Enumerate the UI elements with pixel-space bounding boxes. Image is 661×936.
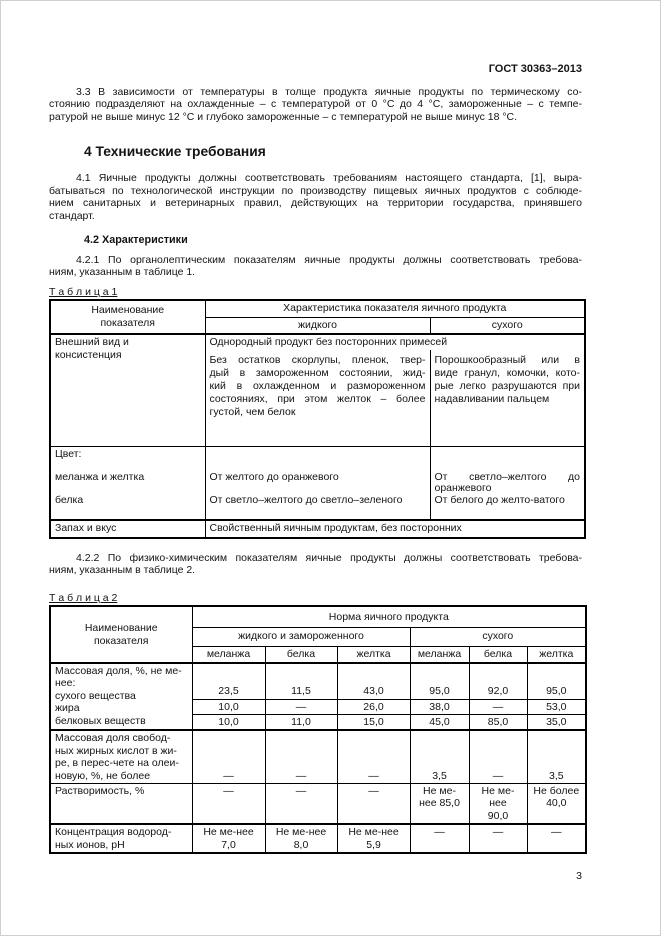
table2-cell: 43,0 xyxy=(336,662,411,700)
paragraph-4-1: 4.1 Яичные продукты должны соответствова… xyxy=(49,172,582,222)
table2-cell: — xyxy=(526,823,587,854)
table1-header-row-1: Наименование показателя Характеристика п… xyxy=(49,299,586,334)
table2-cell: 45,0 xyxy=(409,713,470,731)
table2-cell: 85,0 xyxy=(468,713,528,731)
table2-row-mass-fraction: Массовая доля, %, не ме- нее: сухого вещ… xyxy=(49,662,587,731)
table2-cell: — xyxy=(264,729,338,784)
table2-subcol-white-dry: белка xyxy=(468,645,528,664)
table2-cell: 26,0 xyxy=(336,698,411,715)
table2-solubility-name: Растворимость, % xyxy=(49,782,193,825)
table2-ph-name: Концентрация водород- ных ионов, рН xyxy=(49,823,193,854)
table2-caption: Т а б л и ц а 2 xyxy=(49,591,118,604)
table-2: Наименование показателя Норма яичного пр… xyxy=(49,605,588,854)
table1-row-color: Цвет: меланжа и желтка белка От желтого … xyxy=(49,446,586,520)
table1-color-liquid: От желтого до оранжевого От светло–желто… xyxy=(204,446,431,520)
table2-cell: Не ме-нее 8,0 xyxy=(264,823,338,854)
table2-row-ph: Концентрация водород- ных ионов, рН Не м… xyxy=(49,823,587,854)
table2-header-dry: сухого xyxy=(409,626,587,647)
table2-cell: Не ме-нее 5,9 xyxy=(336,823,411,854)
table2-cell: — xyxy=(191,782,266,825)
section-heading-4-2: 4.2 Характеристики xyxy=(84,234,188,246)
table2-cell: — xyxy=(336,782,411,825)
table2-fatty-acids-name: Массовая доля свобод- ных жирных кислот … xyxy=(49,729,193,784)
table1-appearance-name: Внешний вид и консистенция xyxy=(49,333,206,447)
table2-cell: Не ме- нее 90,0 xyxy=(468,782,528,825)
table2-subcol-yolk-dry: желтка xyxy=(526,645,587,664)
table2-cell: 3,5 xyxy=(526,729,587,784)
table2-cell: 38,0 xyxy=(409,698,470,715)
table2-subcol-white-liquid: белка xyxy=(264,645,338,664)
page-number: 3 xyxy=(576,869,582,882)
table1-header-characteristic: Характеристика показателя яичного продук… xyxy=(204,299,586,318)
table2-cell: — xyxy=(264,782,338,825)
table2-subcol-yolk-liquid: желтка xyxy=(336,645,411,664)
table2-cell: — xyxy=(468,729,528,784)
table2-cell: 35,0 xyxy=(526,713,587,731)
table2-header-row-3: меланжа белка желтка меланжа белка желтк… xyxy=(50,645,587,664)
table2-cell: — xyxy=(191,729,266,784)
table-1: Наименование показателя Характеристика п… xyxy=(49,299,586,539)
table1-header-name: Наименование показателя xyxy=(49,299,206,334)
table2-cell: 23,5 xyxy=(191,662,266,700)
table2-cell: 53,0 xyxy=(526,698,587,715)
table2-cell: — xyxy=(336,729,411,784)
table2-mass-fraction-name: Массовая доля, %, не ме- нее: сухого вещ… xyxy=(49,662,193,731)
table2-cell: — xyxy=(468,823,528,854)
table1-row-appearance-detail: Без остатков скорлупы, пленок, твер-дый … xyxy=(50,349,586,447)
table2-cell: — xyxy=(409,823,470,854)
table1-smell-name: Запах и вкус xyxy=(49,519,206,538)
table1-caption: Т а б л и ц а 1 xyxy=(49,285,118,298)
table1-color-dry: От светло–желтого до оранжевого От белого … xyxy=(429,446,586,520)
table1-header-liquid: жидкого xyxy=(204,316,431,334)
table2-cell: 10,0 xyxy=(191,713,266,731)
document-code: ГОСТ 30363–2013 xyxy=(488,63,582,75)
table2-cell: — xyxy=(468,698,528,715)
table2-header-norm: Норма яичного продукта xyxy=(191,605,587,628)
table1-appearance-liquid: Без остатков скорлупы, пленок, твер-дый … xyxy=(204,349,431,447)
paragraph-3-3: 3.3 В зависимости от температуры в толще… xyxy=(49,85,582,123)
table1-row-appearance: Внешний вид и консистенция Однородный пр… xyxy=(49,333,586,447)
table2-cell: 11,0 xyxy=(264,713,338,731)
table2-row-solubility: Растворимость, % — — — Не ме- нее 85,0 Н… xyxy=(49,782,587,825)
table1-row-smell: Запах и вкус Свойственный яичным продукт… xyxy=(49,519,586,538)
section-heading-4: 4 Технические требования xyxy=(84,144,266,159)
table2-header-name: Наименование показателя xyxy=(49,605,193,664)
paragraph-4-2-1: 4.2.1 По органолептическим показателям я… xyxy=(49,253,582,279)
table2-row-fat: 10,0 — 26,0 38,0 — 53,0 xyxy=(50,698,587,715)
table1-smell-value: Свойственный яичным продуктам, без посто… xyxy=(204,519,586,538)
table2-cell: Не более 40,0 xyxy=(526,782,587,825)
table2-cell: 3,5 xyxy=(409,729,470,784)
table2-cell: 15,0 xyxy=(336,713,411,731)
paragraph-4-2-2: 4.2.2 По физико-химическим показателям я… xyxy=(49,551,582,577)
table2-cell: 10,0 xyxy=(191,698,266,715)
table2-cell: 95,0 xyxy=(409,662,470,700)
table1-appearance-dry: Порошкообразный или в виде гранул, комочк… xyxy=(429,349,586,447)
table1-header-dry: сухого xyxy=(429,316,586,334)
table2-row-fatty-acids: Массовая доля свобод- ных жирных кислот … xyxy=(49,729,587,784)
table2-cell: 11,5 xyxy=(264,662,338,700)
table2-cell: Не ме-нее 7,0 xyxy=(191,823,266,854)
table2-cell: 95,0 xyxy=(526,662,587,700)
table2-cell: 92,0 xyxy=(468,662,528,700)
table2-header-liquid: жидкого и замороженного xyxy=(191,626,411,647)
table1-appearance-common: Однородный продукт без посторонних приме… xyxy=(204,333,586,350)
table2-header-row-1: Наименование показателя Норма яичного пр… xyxy=(49,605,587,664)
table2-subcol-melange-liquid: меланжа xyxy=(191,645,266,664)
table2-subcol-melange-dry: меланжа xyxy=(409,645,470,664)
table1-color-name: Цвет: меланжа и желтка белка xyxy=(49,446,206,520)
table2-cell: Не ме- нее 85,0 xyxy=(409,782,470,825)
table2-cell: — xyxy=(264,698,338,715)
